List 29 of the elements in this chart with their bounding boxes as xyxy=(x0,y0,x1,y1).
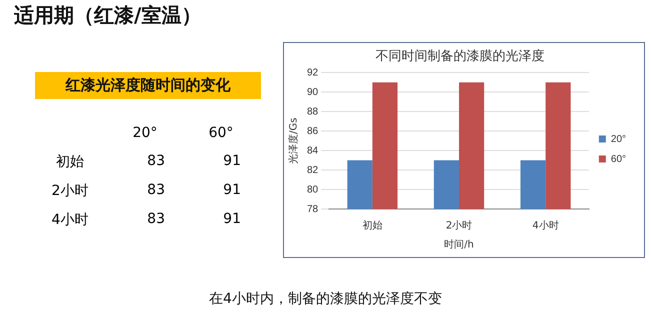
y-tick-label: 86 xyxy=(307,126,319,137)
data-label: 83 xyxy=(146,182,165,198)
x-tick-label: 初始 xyxy=(362,220,382,232)
y-tick-label: 92 xyxy=(307,67,319,78)
text: 红漆光泽度随时间的变化 xyxy=(35,72,261,99)
x-tick-label: 2小时 xyxy=(446,220,472,232)
y-tick-label: 78 xyxy=(307,204,319,215)
data-label: 83 xyxy=(146,211,165,227)
legend-label: 60° xyxy=(610,154,626,165)
category-label: 2小时 xyxy=(50,182,90,200)
data-label: 91 xyxy=(222,211,241,227)
y-tick-label: 88 xyxy=(307,106,319,118)
y-tick-label: 84 xyxy=(307,145,319,156)
legend-label: 20° xyxy=(610,134,626,145)
x-axis-title: 时间/h xyxy=(444,238,474,251)
data-label: 91 xyxy=(222,182,241,198)
chart-title: 不同时间制备的漆膜的光泽度 xyxy=(376,48,544,64)
data-label: 83 xyxy=(146,153,165,169)
x-tick-label: 4小时 xyxy=(532,220,559,232)
y-tick-label: 82 xyxy=(307,164,319,176)
category-label: 初始 xyxy=(55,153,85,171)
text: 在4小时内，制备的漆膜的光泽度不变 xyxy=(208,290,443,308)
text: 20° xyxy=(132,125,158,141)
text: 适用期（红漆/室温） xyxy=(14,2,202,29)
y-tick-label: 90 xyxy=(307,86,319,98)
y-tick-label: 80 xyxy=(307,184,319,196)
data-label: 91 xyxy=(222,153,241,169)
y-axis-title: 光泽度/Gs xyxy=(288,118,300,164)
text: 60° xyxy=(208,125,234,141)
